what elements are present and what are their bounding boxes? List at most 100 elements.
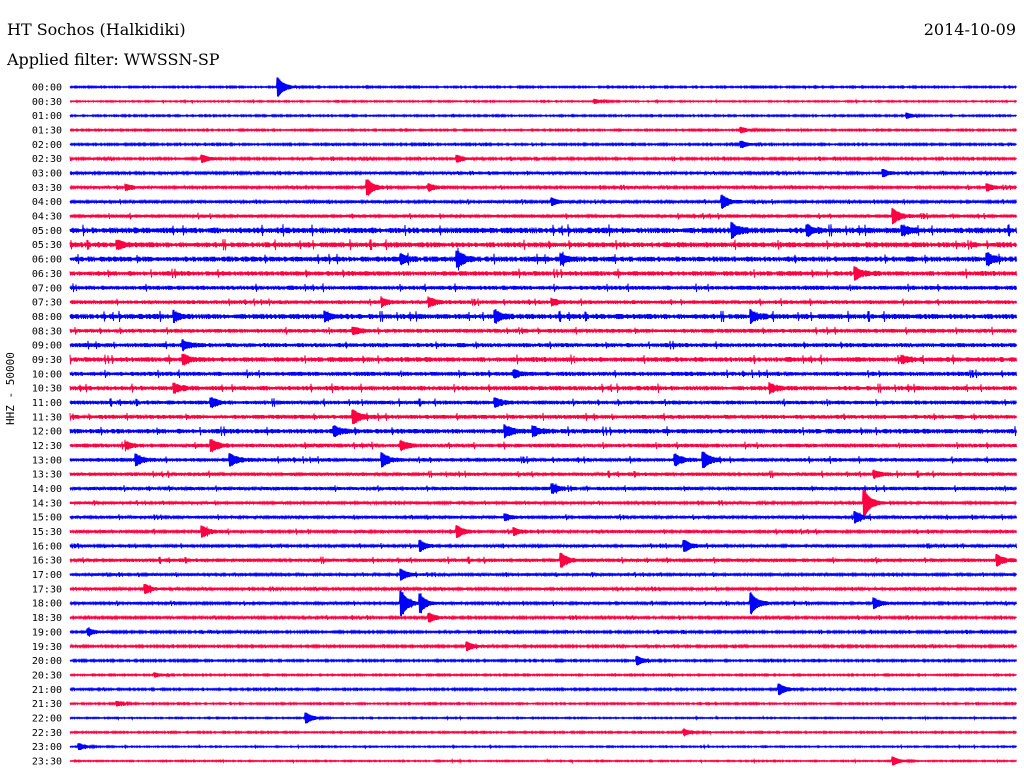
time-label: 01:00 xyxy=(32,111,62,122)
time-label: 20:00 xyxy=(32,656,62,667)
trace-2200 xyxy=(69,712,1017,724)
trace-1900 xyxy=(69,627,1017,637)
time-label: 22:00 xyxy=(32,713,62,724)
time-label: 15:30 xyxy=(32,527,62,538)
trace-1400 xyxy=(69,483,1017,494)
trace-1330 xyxy=(69,469,1017,479)
time-label: 00:00 xyxy=(32,83,62,94)
trace-0700 xyxy=(69,283,1017,293)
time-label: 04:30 xyxy=(32,212,62,223)
time-label: 15:00 xyxy=(32,513,62,524)
time-label: 23:00 xyxy=(32,742,62,753)
trace-0930 xyxy=(69,353,1017,366)
trace-0400 xyxy=(69,194,1017,209)
trace-1100 xyxy=(69,396,1017,409)
trace-1000 xyxy=(69,369,1017,379)
time-label: 18:30 xyxy=(32,613,62,624)
time-label: 13:30 xyxy=(32,470,62,481)
time-label: 23:30 xyxy=(32,756,62,767)
time-label: 13:00 xyxy=(32,455,62,466)
time-label: 12:30 xyxy=(32,441,62,452)
time-label: 03:00 xyxy=(32,169,62,180)
trace-0100 xyxy=(69,112,1017,119)
trace-1600 xyxy=(69,539,1017,553)
time-label: 16:00 xyxy=(32,541,62,552)
trace-1200 xyxy=(69,424,1017,439)
trace-0330 xyxy=(69,179,1017,196)
trace-0800 xyxy=(69,308,1017,325)
time-label: 09:30 xyxy=(32,355,62,366)
trace-1630 xyxy=(69,552,1017,568)
trace-1030 xyxy=(69,381,1017,395)
trace-1300 xyxy=(69,451,1017,469)
filter-label: Applied filter: WWSSN-SP xyxy=(7,50,220,69)
time-label: 18:00 xyxy=(32,599,62,610)
time-label: 14:30 xyxy=(32,498,62,509)
trace-1930 xyxy=(69,641,1017,652)
trace-0630 xyxy=(69,266,1017,281)
time-label: 17:00 xyxy=(32,570,62,581)
trace-0030 xyxy=(69,98,1017,105)
time-label: 21:00 xyxy=(32,685,62,696)
time-label: 11:00 xyxy=(32,398,62,409)
time-label: 21:30 xyxy=(32,699,62,710)
trace-0830 xyxy=(69,326,1017,336)
trace-0130 xyxy=(69,126,1017,134)
trace-1130 xyxy=(69,409,1017,425)
trace-0430 xyxy=(69,207,1017,225)
time-label: 12:00 xyxy=(32,427,62,438)
trace-2130 xyxy=(69,700,1017,707)
trace-0230 xyxy=(69,154,1017,163)
time-label: 01:30 xyxy=(32,126,62,137)
trace-0300 xyxy=(69,168,1017,178)
time-label: 06:00 xyxy=(32,255,62,266)
date-label: 2014-10-09 xyxy=(923,20,1016,39)
time-label: 04:00 xyxy=(32,197,62,208)
time-label: 05:00 xyxy=(32,226,62,237)
time-label: 11:30 xyxy=(32,412,62,423)
time-label: 05:30 xyxy=(32,240,62,251)
time-label: 02:00 xyxy=(32,140,62,151)
trace-2030 xyxy=(69,672,1017,679)
time-label: 19:30 xyxy=(32,642,62,653)
time-label: 16:30 xyxy=(32,556,62,567)
time-label: 17:30 xyxy=(32,584,62,595)
trace-1430 xyxy=(69,489,1017,516)
time-label: 19:00 xyxy=(32,627,62,638)
trace-0000 xyxy=(69,77,1017,97)
trace-2100 xyxy=(69,683,1017,696)
trace-0500 xyxy=(69,221,1017,240)
time-label: 20:30 xyxy=(32,670,62,681)
trace-1830 xyxy=(69,612,1017,623)
trace-2000 xyxy=(69,655,1017,666)
time-label: 06:30 xyxy=(32,269,62,280)
trace-1800 xyxy=(69,590,1017,617)
trace-0530 xyxy=(69,239,1017,251)
time-label: 10:30 xyxy=(32,384,62,395)
time-label: 08:30 xyxy=(32,326,62,337)
time-label: 02:30 xyxy=(32,154,62,165)
time-label: 07:30 xyxy=(32,298,62,309)
time-label: 03:30 xyxy=(32,183,62,194)
time-label: 14:00 xyxy=(32,484,62,495)
trace-2230 xyxy=(69,728,1017,737)
time-label: 08:00 xyxy=(32,312,62,323)
trace-0200 xyxy=(69,140,1017,149)
time-label: 10:00 xyxy=(32,369,62,380)
trace-0900 xyxy=(69,339,1017,352)
time-label: 09:00 xyxy=(32,341,62,352)
time-label: 07:00 xyxy=(32,283,62,294)
trace-0730 xyxy=(69,296,1017,309)
trace-1530 xyxy=(69,525,1017,538)
time-label: 00:30 xyxy=(32,97,62,108)
time-label: 22:30 xyxy=(32,728,62,739)
station-title: HT Sochos (Halkidiki) xyxy=(7,20,186,39)
trace-2300 xyxy=(69,743,1017,751)
trace-1500 xyxy=(69,510,1017,524)
trace-2330 xyxy=(69,756,1017,766)
trace-0600 xyxy=(69,247,1017,271)
trace-1230 xyxy=(69,438,1017,453)
trace-1700 xyxy=(69,568,1017,581)
